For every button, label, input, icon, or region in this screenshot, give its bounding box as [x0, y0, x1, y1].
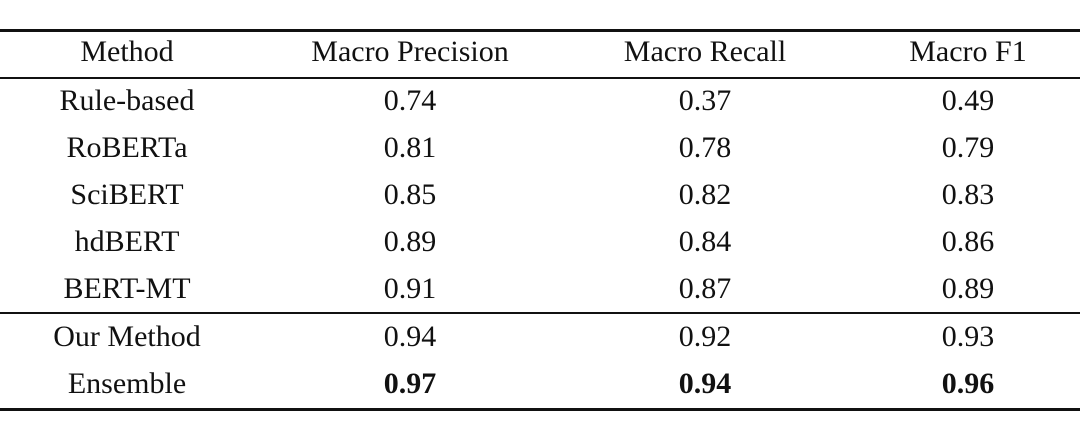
bottom-rule [0, 408, 1080, 411]
method-cell: SciBERT [70, 178, 184, 211]
method-cell: Our Method [53, 320, 201, 353]
score-cell: 0.37 [678, 84, 732, 117]
score-cell: 0.94 [383, 320, 437, 353]
score-cell: 0.97 [383, 367, 437, 400]
method-cell: RoBERTa [66, 131, 188, 164]
header-cell: Method [80, 35, 174, 68]
method-cell: BERT-MT [63, 272, 191, 305]
score-cell: 0.81 [383, 131, 437, 164]
score-cell: 0.74 [383, 84, 437, 117]
group-rule [0, 312, 1080, 314]
score-cell: 0.89 [941, 272, 995, 305]
score-cell: 0.79 [941, 131, 995, 164]
score-cell: 0.82 [678, 178, 732, 211]
score-cell: 0.85 [383, 178, 437, 211]
header-rule [0, 77, 1080, 79]
header-cell: Macro F1 [909, 35, 1027, 68]
method-cell: Rule-based [59, 84, 195, 117]
score-cell: 0.92 [678, 320, 732, 353]
score-cell: 0.94 [678, 367, 732, 400]
score-cell: 0.84 [678, 225, 732, 258]
method-cell: hdBERT [74, 225, 180, 258]
header-cell: Macro Recall [623, 35, 787, 68]
score-cell: 0.89 [383, 225, 437, 258]
score-cell: 0.86 [941, 225, 995, 258]
score-cell: 0.83 [941, 178, 995, 211]
score-cell: 0.93 [941, 320, 995, 353]
score-cell: 0.49 [941, 84, 995, 117]
header-cell: Macro Precision [311, 35, 509, 68]
score-cell: 0.87 [678, 272, 732, 305]
method-cell: Ensemble [67, 367, 187, 400]
score-cell: 0.96 [941, 367, 995, 400]
score-cell: 0.91 [383, 272, 437, 305]
score-cell: 0.78 [678, 131, 732, 164]
top-rule [0, 29, 1080, 32]
